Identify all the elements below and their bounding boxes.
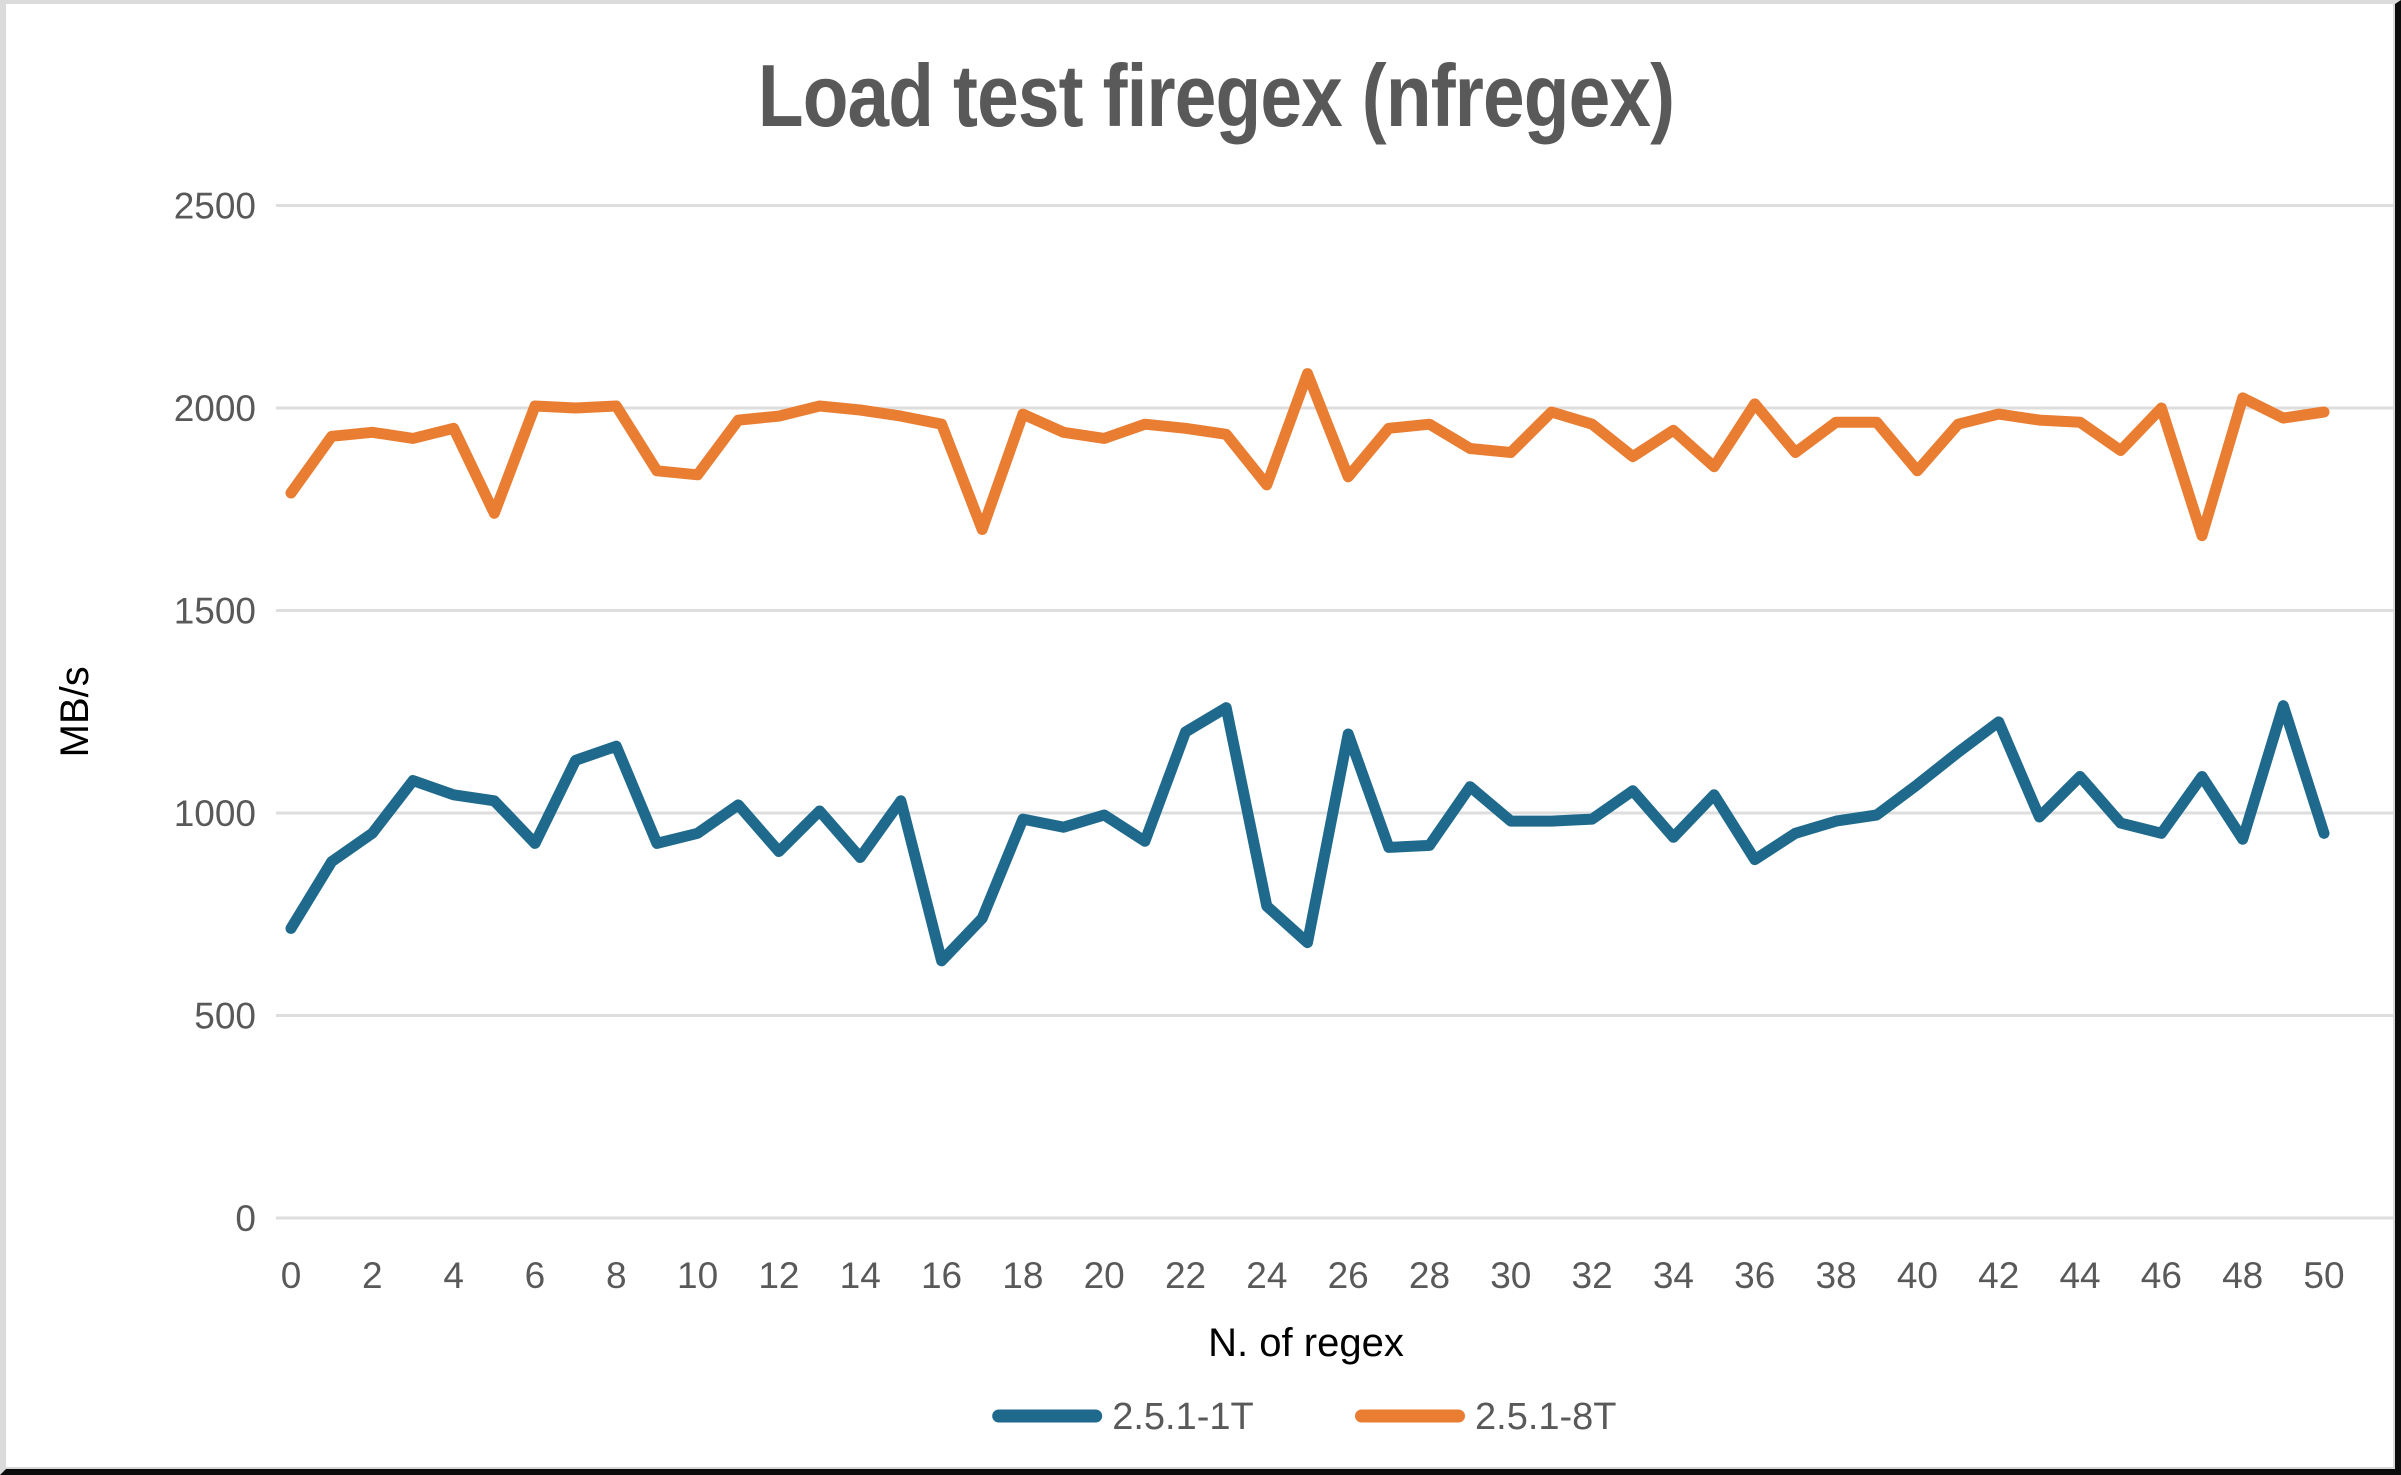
chart-title: Load test firegex (nfregex) [758, 47, 1674, 145]
x-axis-tick-label: 0 [281, 1255, 302, 1296]
x-axis-tick-label: 20 [1084, 1255, 1125, 1296]
x-axis-tick-label: 44 [2059, 1255, 2100, 1296]
x-axis-tick-label: 38 [1816, 1255, 1857, 1296]
x-axis-tick-label: 26 [1328, 1255, 1369, 1296]
x-axis-tick-label: 12 [758, 1255, 799, 1296]
legend-label-2.5.1-8T: 2.5.1-8T [1475, 1396, 1617, 1438]
y-axis-tick-label: 2000 [174, 388, 256, 429]
y-axis-tick-label: 0 [235, 1198, 256, 1239]
legend-swatch-2.5.1-1T [992, 1409, 1103, 1423]
x-axis-tick-label: 2 [362, 1255, 383, 1296]
x-axis-tick-label: 8 [606, 1255, 627, 1296]
series-line-2.5.1-1T [285, 700, 2330, 967]
x-axis-tick-label: 4 [443, 1255, 464, 1296]
x-axis-tick-label: 30 [1490, 1255, 1531, 1296]
y-axis-tick-label: 1000 [174, 793, 256, 834]
x-axis-tick-label: 28 [1409, 1255, 1450, 1296]
x-axis-tick-label: 50 [2303, 1255, 2344, 1296]
x-axis-tick-label: 42 [1978, 1255, 2019, 1296]
y-axis-tick-label: 2500 [174, 186, 256, 227]
x-axis-tick-label: 46 [2141, 1255, 2182, 1296]
x-axis-title: N. of regex [1208, 1321, 1404, 1365]
x-axis-tick-label: 22 [1165, 1255, 1206, 1296]
x-axis-tick-label: 16 [921, 1255, 962, 1296]
y-axis-tick-label: 500 [194, 996, 256, 1037]
x-axis-tick-label: 34 [1653, 1255, 1694, 1296]
x-axis-tick-label: 36 [1734, 1255, 1775, 1296]
x-axis-tick-label: 6 [525, 1255, 546, 1296]
series-line-2.5.1-8T [285, 368, 2330, 542]
x-axis-tick-label: 40 [1897, 1255, 1938, 1296]
chart-title-group: Load test firegex (nfregex) [758, 47, 1675, 145]
x-axis-tick-label: 14 [840, 1255, 881, 1296]
chart-window-border [6, 4, 2395, 1469]
x-axis-tick-label: 18 [1002, 1255, 1043, 1296]
x-axis-tick-label: 48 [2222, 1255, 2263, 1296]
x-axis-tick-label: 10 [677, 1255, 718, 1296]
y-axis-tick-label: 1500 [174, 591, 256, 632]
x-axis-tick-label: 24 [1246, 1255, 1287, 1296]
y-axis-title: MB/s [53, 666, 97, 757]
x-axis-tick-label: 32 [1572, 1255, 1613, 1296]
legend-swatch-2.5.1-8T [1355, 1409, 1465, 1423]
legend-label-2.5.1-1T: 2.5.1-1T [1112, 1396, 1254, 1438]
chart-canvas: 0 500 1000 1500 2000 2500 0 2 4 6 8 10 12 14 16 18 20 22 2… [6, 4, 2395, 1469]
